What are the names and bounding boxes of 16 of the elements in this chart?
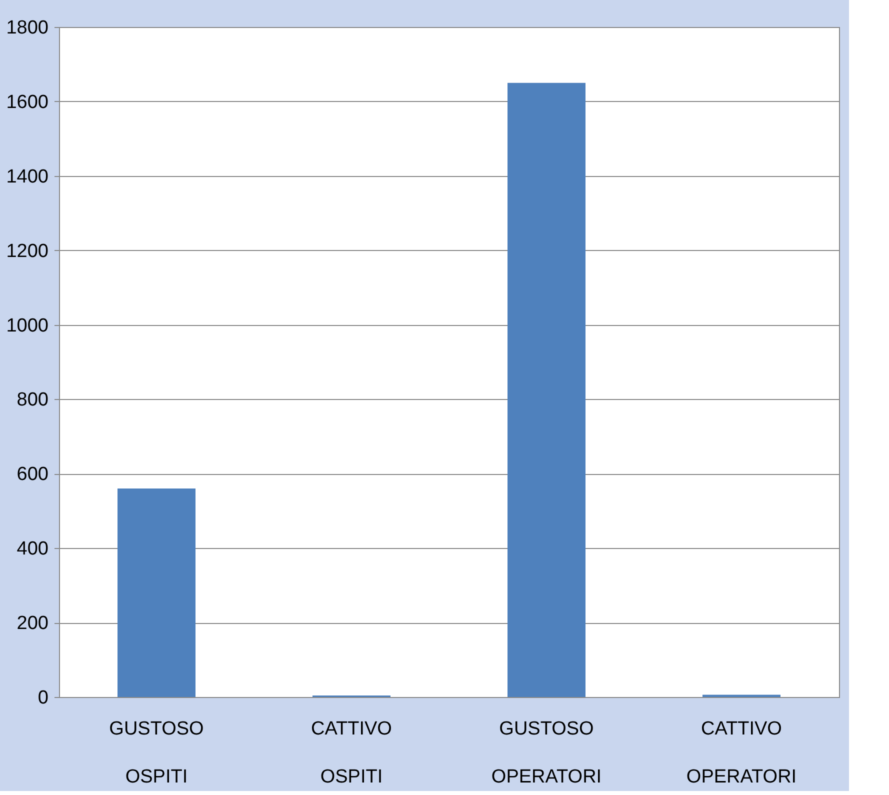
category-label: CATTIVO OSPITI (311, 718, 392, 788)
bar (118, 488, 196, 697)
category-label: CATTIVO OPERATORI (686, 718, 797, 788)
y-tick-label: 800 (16, 390, 48, 411)
y-tick-label: 1000 (6, 315, 48, 336)
category-label: GUSTOSO OSPITI (109, 718, 204, 788)
bar (508, 82, 586, 697)
y-tick-label: 1600 (6, 92, 48, 113)
y-tick-label: 200 (16, 613, 48, 634)
y-tick-label: 600 (16, 464, 48, 486)
y-tick-label: 400 (16, 538, 48, 560)
y-tick-label: 1400 (6, 166, 48, 188)
y-tick-label: 1200 (6, 240, 48, 262)
y-tick-label: 0 (38, 688, 48, 708)
category-label: GUSTOSO OPERATORI (491, 718, 602, 788)
y-tick-label: 1800 (6, 18, 48, 38)
